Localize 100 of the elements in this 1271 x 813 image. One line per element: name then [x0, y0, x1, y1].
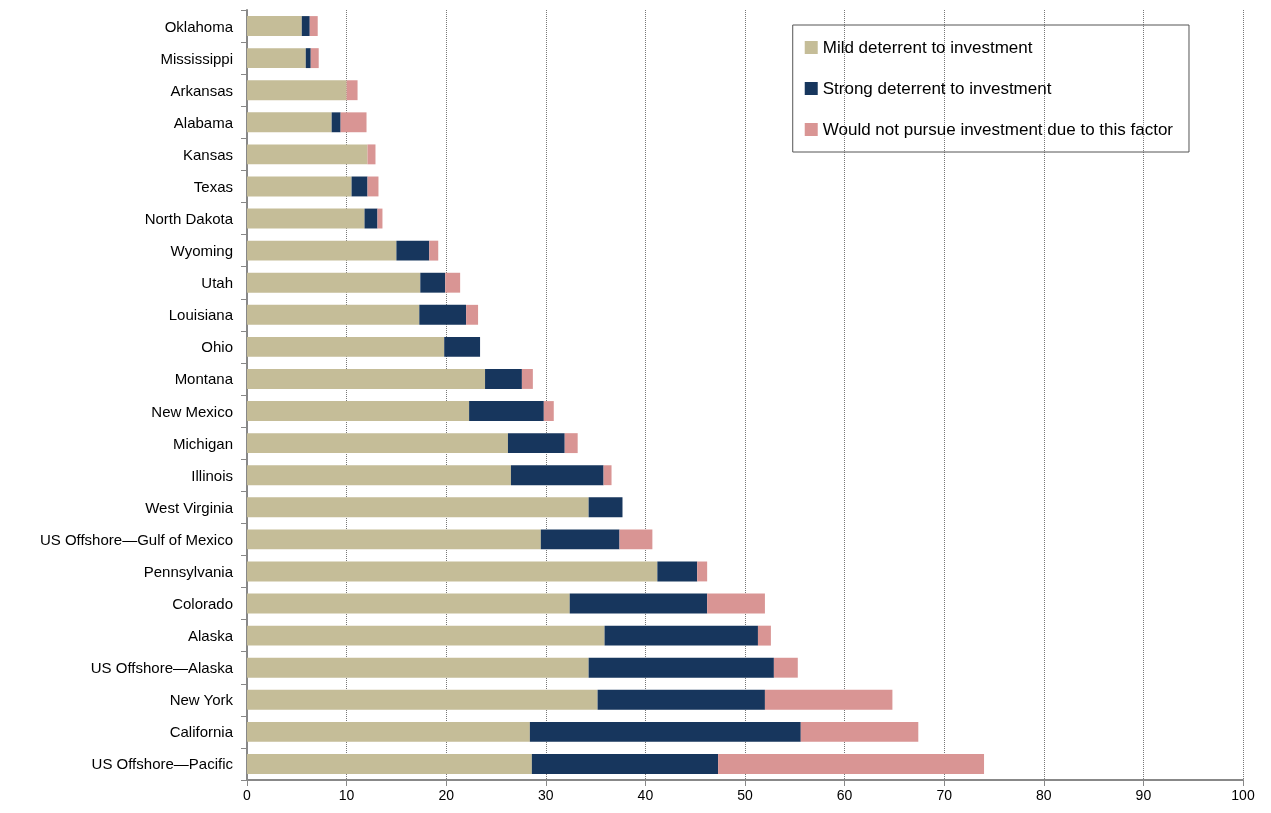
y-tick-label: Louisiana: [168, 306, 234, 324]
x-tick-label: 50: [737, 787, 753, 803]
y-tick-label: Texas: [193, 177, 233, 195]
y-tick-label: Mississippi: [160, 49, 233, 67]
y-tick-label: Arkansas: [170, 81, 233, 99]
y-tick-label: Alabama: [173, 113, 234, 131]
bar: [619, 529, 653, 550]
bar: [603, 465, 612, 486]
bar: [485, 369, 522, 389]
bar: [247, 144, 368, 165]
bar: [420, 272, 446, 293]
bar: [466, 304, 479, 325]
bar: [564, 433, 578, 454]
bar: [531, 754, 719, 774]
bar: [247, 336, 445, 357]
y-tick-label: Montana: [174, 370, 234, 388]
y-tick-label: Pennsylvania: [143, 562, 234, 580]
bar: [510, 465, 604, 486]
bar: [247, 80, 347, 101]
bar: [247, 48, 306, 69]
bar: [247, 240, 397, 261]
y-tick-label: Ohio: [201, 338, 233, 356]
bar: [247, 593, 570, 614]
x-tick-label: 30: [538, 787, 554, 803]
bar: [521, 369, 533, 389]
bar: [445, 272, 461, 293]
x-tick-label: 0: [243, 787, 252, 803]
bar: [305, 48, 311, 69]
bar: [764, 689, 893, 710]
bar: [396, 240, 430, 261]
bar: [419, 304, 467, 325]
legend-label: Mild deterrent to investment: [822, 38, 1033, 57]
bar: [346, 80, 358, 101]
legend-label: Would not pursue investment due to this factor: [822, 120, 1174, 139]
bar: [247, 497, 589, 518]
bar: [507, 433, 565, 454]
bar: [247, 272, 421, 293]
y-tick-label: Kansas: [182, 145, 233, 163]
y-tick-label: New York: [169, 691, 234, 709]
bar: [351, 176, 368, 197]
bar: [331, 112, 341, 133]
bar: [529, 721, 801, 742]
y-tick-label: North Dakota: [144, 210, 234, 228]
bar: [247, 304, 420, 325]
y-tick-label: New Mexico: [151, 402, 233, 420]
bar: [543, 401, 554, 421]
bar: [301, 16, 310, 36]
x-tick-label: 20: [438, 787, 455, 803]
bar: [247, 16, 302, 36]
x-tick-label: 100: [1231, 787, 1255, 803]
bar: [247, 689, 598, 710]
y-tick-label: Wyoming: [170, 242, 233, 260]
y-tick-label: US Offshore—Gulf of Mexico: [39, 530, 233, 548]
bar: [588, 657, 774, 678]
bar: [310, 48, 319, 69]
legend-label: Strong deterrent to investment: [822, 79, 1052, 98]
y-tick-label: Michigan: [172, 434, 233, 452]
bar: [247, 529, 541, 550]
bar: [469, 401, 544, 421]
x-tick-label: 60: [836, 787, 853, 803]
x-tick-label: 90: [1135, 787, 1152, 803]
bar: [377, 208, 383, 229]
bar: [247, 625, 605, 646]
bar: [604, 625, 758, 646]
bar: [247, 657, 589, 678]
x-tick-label: 40: [637, 787, 654, 803]
bar: [247, 721, 530, 742]
bar: [247, 465, 511, 486]
bar: [340, 112, 367, 133]
y-tick-label: US Offshore—Alaska: [90, 659, 234, 677]
bar: [247, 433, 508, 454]
bar: [247, 176, 352, 197]
bar: [429, 240, 439, 261]
x-tick-label: 10: [338, 787, 355, 803]
bar: [540, 529, 620, 550]
bar: [247, 754, 532, 774]
bar: [773, 657, 798, 678]
x-tick-label: 70: [936, 787, 953, 803]
bar: [718, 754, 985, 774]
bar: [247, 369, 486, 389]
y-tick-label: Oklahoma: [164, 17, 234, 35]
y-tick-label: Utah: [201, 274, 233, 292]
y-tick-label: Colorado: [172, 595, 233, 613]
bar: [444, 336, 481, 357]
bar: [657, 561, 698, 582]
y-tick-label: US Offshore—Pacific: [91, 755, 234, 773]
bar: [247, 561, 658, 582]
bar: [309, 16, 318, 36]
y-tick-label: Alaska: [187, 627, 234, 645]
y-tick-label: Illinois: [191, 466, 233, 484]
x-tick-label: 80: [1036, 787, 1052, 803]
bar: [247, 401, 470, 421]
bar: [707, 593, 765, 614]
y-tick-label: West Virginia: [145, 498, 234, 516]
bar: [697, 561, 708, 582]
bar: [800, 721, 919, 742]
bar: [247, 208, 365, 229]
bar: [588, 497, 623, 518]
bar: [247, 112, 332, 133]
bar: [597, 689, 765, 710]
